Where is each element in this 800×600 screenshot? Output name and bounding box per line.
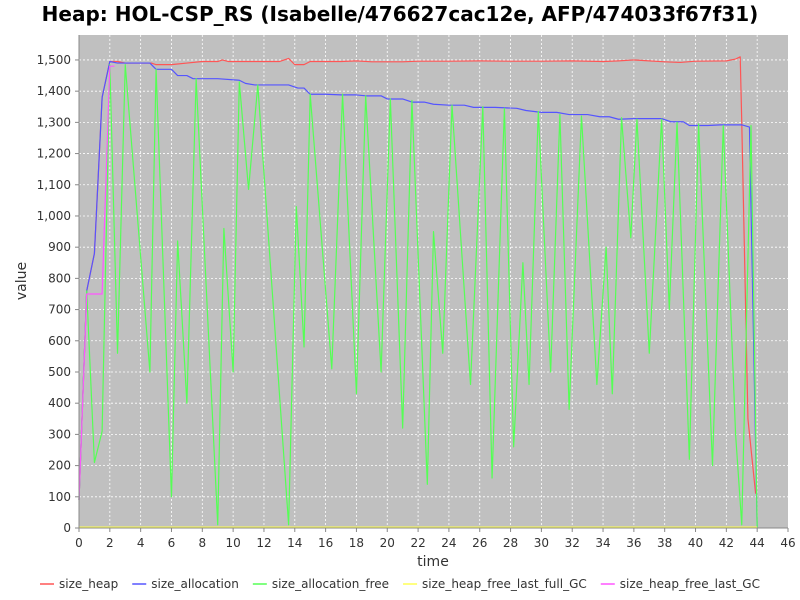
y-tick-label: 800: [48, 271, 71, 285]
y-tick-label: 0: [63, 521, 71, 535]
x-tick-label: 14: [287, 536, 302, 550]
y-tick-label: 1,200: [37, 147, 71, 161]
y-tick-label: 400: [48, 396, 71, 410]
x-axis-label: time: [417, 554, 449, 570]
legend-label: size_heap: [59, 577, 118, 591]
legend: size_heap size_allocation size_allocation_…: [40, 577, 760, 591]
x-tick-label: 34: [595, 536, 610, 550]
x-tick-labels: 0 2 4 6 8 10 12 14 16 18 20 22 24 26 28 30 32 34 36 38 40 42 4…: [75, 536, 795, 550]
legend-label: size_heap_free_last_GC: [620, 577, 760, 591]
legend-label: size_allocation_free: [272, 577, 389, 591]
y-tick-label: 1,000: [37, 209, 71, 223]
x-tick-label: 42: [719, 536, 734, 550]
x-tick-label: 30: [534, 536, 549, 550]
x-tick-label: 38: [657, 536, 672, 550]
x-tick-label: 10: [225, 536, 240, 550]
x-tick-label: 46: [780, 536, 795, 550]
x-tick-label: 16: [318, 536, 333, 550]
x-tick-label: 18: [349, 536, 364, 550]
x-tick-label: 4: [137, 536, 145, 550]
y-tick-labels: 0 100 200 300 400 500 600 700 800 900 1,000 1,100 1,…: [37, 53, 71, 535]
x-tick-label: 32: [565, 536, 580, 550]
x-tick-label: 20: [380, 536, 395, 550]
y-tick-label: 500: [48, 365, 71, 379]
x-tick-label: 0: [75, 536, 83, 550]
y-tick-label: 1,500: [37, 53, 71, 67]
x-tick-label: 26: [472, 536, 487, 550]
series-line-size-allocation: [78, 60, 758, 529]
x-tick-label: 6: [168, 536, 176, 550]
y-tick-label: 200: [48, 459, 71, 473]
x-tick-label: 12: [256, 536, 271, 550]
legend-label: size_allocation: [151, 577, 239, 591]
y-axis-label: value: [14, 262, 30, 300]
y-tick-label: 1,100: [37, 178, 71, 192]
legend-label: size_heap_free_last_full_GC: [422, 577, 587, 591]
x-tick-label: 24: [441, 536, 456, 550]
y-tick-label: 1,300: [37, 115, 71, 129]
x-tick-label: 28: [503, 536, 518, 550]
y-tick-label: 700: [48, 303, 71, 317]
y-tick-label: 100: [48, 490, 71, 504]
x-tick-label: 8: [198, 536, 206, 550]
y-tick-label: 600: [48, 334, 71, 348]
chart-title: Heap: HOL-CSP_RS (Isabelle/476627cac12e,…: [42, 2, 759, 26]
y-tick-label: 900: [48, 240, 71, 254]
y-tick-label: 1,400: [37, 84, 71, 98]
series-line-size-allocation-free: [78, 64, 758, 529]
x-tick-label: 22: [410, 536, 425, 550]
x-tick-label: 44: [750, 536, 765, 550]
plot-area: [79, 35, 788, 528]
x-tick-label: 36: [626, 536, 641, 550]
series-line-size-heap-free-last-GC: [78, 65, 115, 500]
series-lines: [78, 56, 758, 529]
axes: [75, 35, 789, 532]
x-tick-label: 40: [688, 536, 703, 550]
x-tick-label: 2: [106, 536, 114, 550]
y-tick-label: 300: [48, 427, 71, 441]
